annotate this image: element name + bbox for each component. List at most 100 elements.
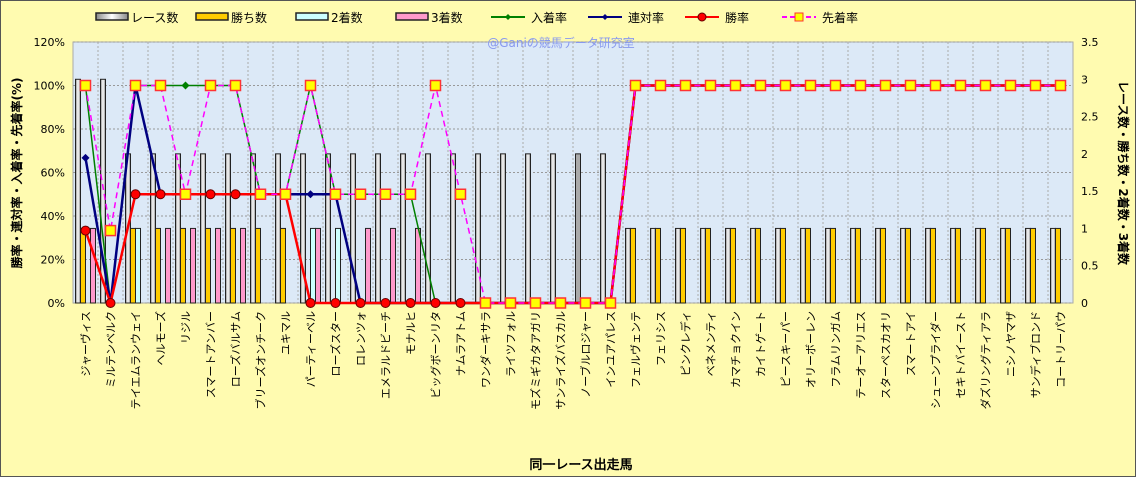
point-senchaku-rate <box>829 79 842 92</box>
bar-races <box>200 153 206 304</box>
x-tick-label: スマートアイ <box>905 311 918 376</box>
point-senchaku-rate <box>1029 79 1042 92</box>
point-senchaku-rate <box>129 79 142 92</box>
point-win-rate <box>355 298 366 308</box>
point-senchaku-rate <box>504 297 517 309</box>
point-senchaku-rate <box>529 297 542 309</box>
bar-third <box>90 227 96 304</box>
x-tick-label: ライツフォル <box>505 311 518 377</box>
bar-wins <box>205 227 211 304</box>
point-win-rate <box>230 189 241 200</box>
legend-swatch <box>295 12 329 21</box>
legend-label: 勝率 <box>725 10 749 25</box>
bar-wins <box>155 227 161 304</box>
bar-second <box>135 227 141 304</box>
bar-races <box>500 153 506 304</box>
point-senchaku-rate <box>104 224 117 237</box>
point-senchaku-rate <box>329 188 342 200</box>
y-tick-right: 0.5 <box>1081 260 1099 273</box>
bar-wins <box>630 227 636 304</box>
bar-races <box>75 78 81 304</box>
point-senchaku-rate <box>604 297 617 309</box>
bar-third <box>315 227 321 304</box>
x-tick-label: ナムラアトム <box>455 311 468 376</box>
bar-wins <box>705 227 711 304</box>
point-senchaku-rate <box>1054 79 1067 92</box>
point-senchaku-rate <box>979 79 992 92</box>
y-tick-left: 60% <box>41 167 65 180</box>
bar-races <box>900 227 906 304</box>
x-tick-label: ダズリングティアラ <box>979 311 993 409</box>
x-tick-label: ブリーズオンチーク <box>254 311 268 409</box>
point-senchaku-rate <box>279 188 292 200</box>
point-win-rate <box>155 189 166 200</box>
bar-wins <box>80 227 86 304</box>
bar-third <box>240 227 246 304</box>
x-tick-label: ピースキーパー <box>780 311 793 387</box>
bar-races <box>550 153 556 304</box>
point-win-rate <box>305 298 316 308</box>
point-senchaku-rate <box>354 188 367 200</box>
bar-races <box>275 153 281 304</box>
point-senchaku-rate <box>204 79 217 92</box>
bar-races <box>1000 227 1006 304</box>
y-tick-left: 120% <box>34 36 65 49</box>
point-senchaku-rate <box>579 297 592 309</box>
bar-races <box>925 227 931 304</box>
bar-third <box>365 227 371 304</box>
bar-wins <box>880 227 886 304</box>
legend-marker <box>602 14 608 20</box>
bar-races <box>325 153 331 304</box>
point-rentai-rate <box>306 190 315 199</box>
bar-races <box>1050 227 1056 304</box>
bar-wins <box>830 227 836 304</box>
legend-label: レース数 <box>131 10 178 25</box>
legend-swatch <box>195 12 229 21</box>
legend-marker <box>505 14 511 20</box>
bar-races <box>150 153 156 304</box>
point-rentai-rate <box>81 153 90 162</box>
bar-wins <box>855 227 861 304</box>
point-senchaku-rate <box>454 188 467 200</box>
legend-swatch <box>395 12 429 21</box>
bar-races <box>100 78 106 304</box>
point-senchaku-rate <box>704 79 717 92</box>
x-tick-label: テーオーアリエス <box>855 311 868 399</box>
point-senchaku-rate <box>429 79 442 92</box>
y-tick-right: 3 <box>1081 73 1088 86</box>
bar-races <box>375 153 381 304</box>
bar-races <box>400 153 406 304</box>
x-tick-label: ワンダーキサラ <box>479 311 493 388</box>
y-tick-left: 20% <box>41 254 65 267</box>
x-tick-label: ミルテンベルク <box>105 311 118 388</box>
point-senchaku-rate <box>179 188 192 200</box>
point-senchaku-rate <box>379 188 392 200</box>
bar-wins <box>805 227 811 304</box>
legend-label: 2着数 <box>331 10 363 25</box>
point-senchaku-rate <box>1004 79 1017 92</box>
point-senchaku-rate <box>754 79 767 92</box>
legend-label: 連対率 <box>628 10 664 25</box>
point-win-rate <box>105 298 116 308</box>
point-win-rate <box>405 298 416 308</box>
bar-races <box>225 153 231 304</box>
point-senchaku-rate <box>854 79 867 92</box>
y-axis-right-label: レース数・勝ち数・2着数・3着数 <box>1116 81 1131 266</box>
legend-marker <box>794 12 804 22</box>
legend-label: 先着率 <box>822 10 858 25</box>
x-tick-label: スマートアンバー <box>205 311 218 398</box>
x-tick-label: セキトバイースト <box>955 311 968 398</box>
bar-races <box>750 227 756 304</box>
bar-races <box>775 227 781 304</box>
y-tick-left: 80% <box>41 123 65 136</box>
bar-third <box>215 227 221 304</box>
bar-races <box>650 227 656 304</box>
point-win-rate <box>455 298 466 308</box>
bar-wins <box>655 227 661 304</box>
point-senchaku-rate <box>879 79 892 92</box>
legend-label: 3着数 <box>431 10 463 25</box>
x-tick-label: コートリーパウ <box>1055 311 1068 388</box>
bar-wins <box>955 227 961 304</box>
